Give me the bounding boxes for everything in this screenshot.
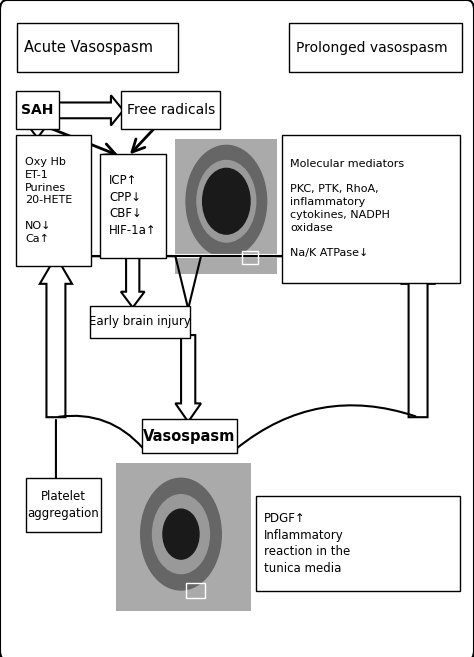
Polygon shape: [175, 335, 201, 422]
FancyBboxPatch shape: [175, 139, 277, 274]
Text: Molecular mediators

PKC, PTK, RhoA,
inflammatory
cytokines, NADPH
oxidase

Na/K: Molecular mediators PKC, PTK, RhoA, infl…: [290, 159, 404, 258]
Circle shape: [141, 478, 221, 590]
Text: Acute Vasospasm: Acute Vasospasm: [24, 40, 153, 55]
Polygon shape: [121, 254, 145, 307]
Circle shape: [153, 495, 210, 574]
FancyBboxPatch shape: [100, 154, 166, 258]
Polygon shape: [58, 95, 123, 125]
Text: Early brain injury: Early brain injury: [89, 315, 191, 328]
Text: Prolonged vasospasm: Prolonged vasospasm: [296, 41, 448, 55]
FancyBboxPatch shape: [121, 91, 220, 129]
FancyBboxPatch shape: [16, 91, 59, 129]
Polygon shape: [26, 122, 49, 138]
Text: Oxy Hb
ET-1
Purines
20-HETE

NO↓
Ca↑: Oxy Hb ET-1 Purines 20-HETE NO↓ Ca↑: [25, 157, 73, 244]
Circle shape: [163, 509, 199, 559]
Polygon shape: [402, 256, 434, 417]
FancyBboxPatch shape: [256, 496, 460, 591]
FancyBboxPatch shape: [289, 23, 462, 72]
Circle shape: [186, 145, 266, 257]
Text: Vasospasm: Vasospasm: [144, 429, 236, 443]
Text: Platelet
aggregation: Platelet aggregation: [27, 491, 100, 520]
FancyBboxPatch shape: [17, 23, 178, 72]
FancyBboxPatch shape: [16, 135, 91, 266]
Circle shape: [197, 160, 255, 242]
FancyBboxPatch shape: [116, 463, 251, 611]
FancyBboxPatch shape: [142, 419, 237, 453]
Text: ICP↑
CPP↓
CBF↓
HIF-1a↑: ICP↑ CPP↓ CBF↓ HIF-1a↑: [109, 174, 157, 237]
FancyBboxPatch shape: [26, 478, 101, 532]
Text: SAH: SAH: [21, 103, 54, 118]
Text: Free radicals: Free radicals: [127, 103, 215, 118]
FancyBboxPatch shape: [90, 306, 190, 338]
FancyBboxPatch shape: [282, 135, 460, 283]
Circle shape: [202, 168, 250, 234]
Polygon shape: [40, 256, 72, 417]
Text: PDGF↑
Inflammatory
reaction in the
tunica media: PDGF↑ Inflammatory reaction in the tunic…: [264, 512, 350, 575]
